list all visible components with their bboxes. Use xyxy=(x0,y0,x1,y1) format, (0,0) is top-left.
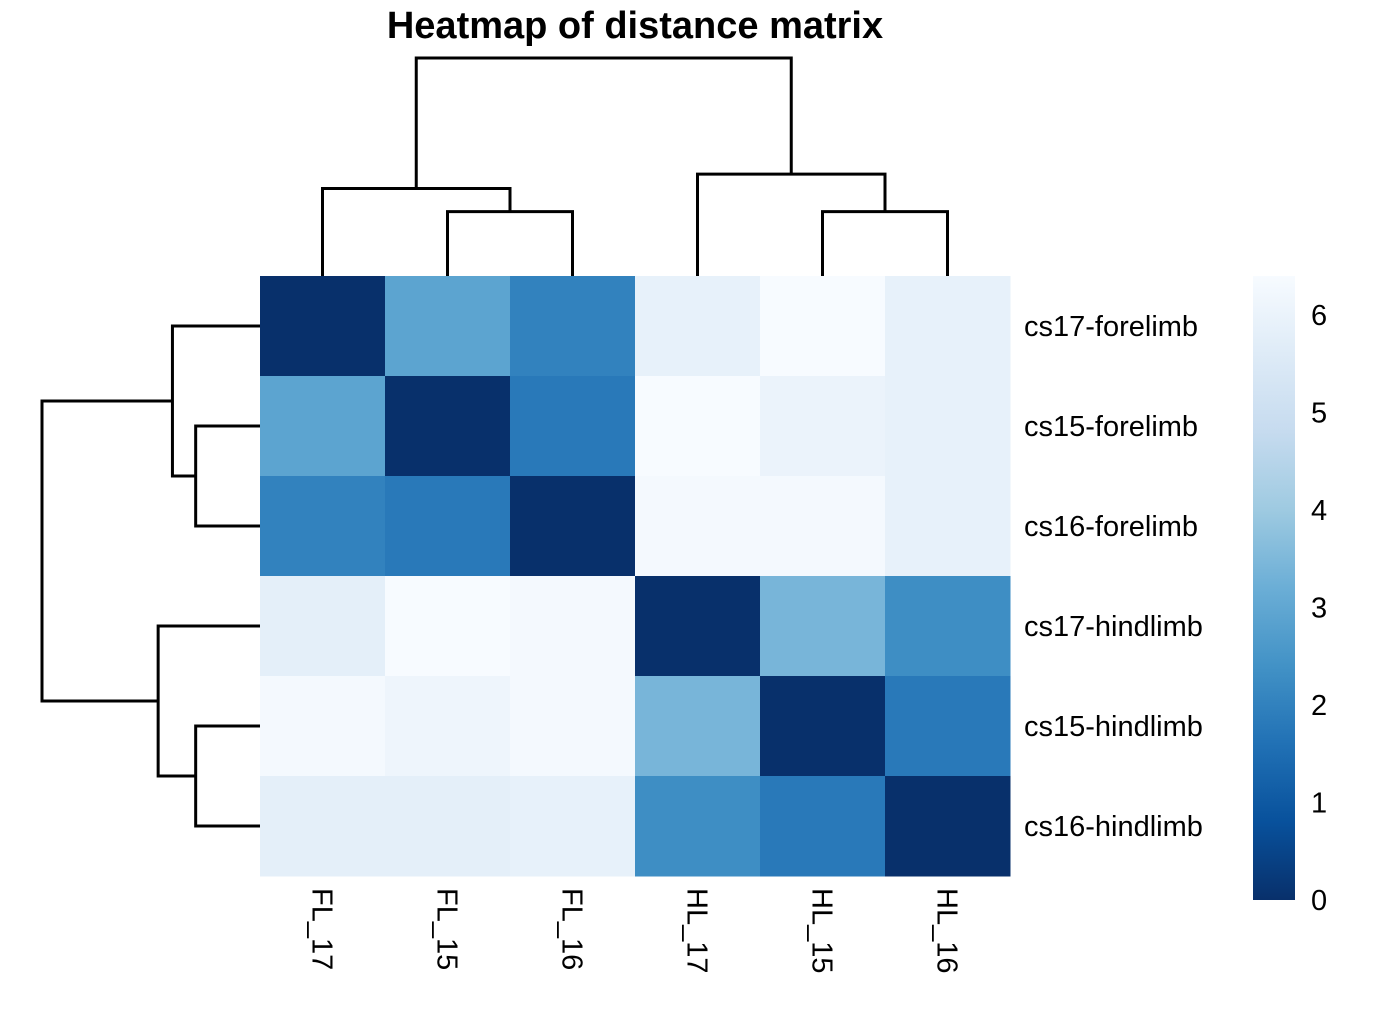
heatmap-cell xyxy=(385,476,511,577)
heatmap-cell xyxy=(635,476,761,577)
row-label: cs17-forelimb xyxy=(1024,311,1198,343)
heatmap-cell xyxy=(260,376,386,477)
heatmap-cell xyxy=(760,376,886,477)
dendrogram-branch xyxy=(170,324,260,478)
heatmap-cell xyxy=(635,776,761,877)
dendrogram-branch xyxy=(696,172,887,276)
heatmap-cell xyxy=(760,576,886,677)
heatmap-cell xyxy=(385,376,511,477)
heatmap-cell xyxy=(385,776,511,877)
row-label: cs17-hindlimb xyxy=(1024,611,1203,643)
heatmap-cell xyxy=(510,276,636,377)
heatmap-cell xyxy=(885,776,1011,877)
heatmap-cell xyxy=(260,476,386,577)
legend-tick-label: 0 xyxy=(1311,885,1327,917)
heatmap-cell xyxy=(760,776,886,877)
row-labels: cs17-forelimb cs15-forelimb cs16-forelimb c… xyxy=(1024,311,1203,843)
heatmap-cell xyxy=(510,676,636,777)
column-label: FL_16 xyxy=(556,888,588,970)
dendrogram-branch xyxy=(194,724,260,828)
dendrogram-branch xyxy=(446,210,574,276)
column-label: HL_17 xyxy=(681,888,713,973)
column-label: HL_16 xyxy=(931,888,963,973)
column-labels: FL_17 FL_15 FL_16 HL_17 HL_15 HL_16 xyxy=(306,888,963,973)
color-legend: 0 1 2 3 4 5 6 xyxy=(1253,276,1327,917)
legend-tick-label: 4 xyxy=(1311,495,1327,527)
column-label: HL_15 xyxy=(806,888,838,973)
heatmap-cell xyxy=(885,276,1011,377)
heatmap-cell xyxy=(635,676,761,777)
heatmap-cell xyxy=(635,576,761,677)
heatmap-cell xyxy=(260,776,386,877)
heatmap-cell xyxy=(510,476,636,577)
heatmap-cell xyxy=(385,676,511,777)
legend-colorbar xyxy=(1253,276,1295,900)
heatmap-cell xyxy=(510,576,636,677)
heatmap-cell xyxy=(510,776,636,877)
heatmap-cell xyxy=(260,576,386,677)
dendrogram-branch xyxy=(321,186,512,276)
heatmap-cell xyxy=(885,476,1011,577)
heatmap-cell xyxy=(635,376,761,477)
dendrogram-branch xyxy=(821,210,949,276)
heatmap-cell xyxy=(885,576,1011,677)
heatmap-cell xyxy=(885,376,1011,477)
legend-tick-label: 3 xyxy=(1311,593,1327,625)
dendrogram-branch xyxy=(414,56,793,189)
heatmap-cell xyxy=(885,676,1011,777)
heatmap-cell xyxy=(760,476,886,577)
heatmap-cell xyxy=(260,676,386,777)
heatmap-cell xyxy=(385,576,511,677)
heatmap-cell xyxy=(760,276,886,377)
heatmap-cell xyxy=(635,276,761,377)
column-dendrogram xyxy=(321,56,949,276)
legend-tick-label: 6 xyxy=(1311,300,1327,332)
heatmap-cell xyxy=(260,276,386,377)
heatmap-cell xyxy=(385,276,511,377)
column-label: FL_17 xyxy=(306,888,338,970)
row-label: cs15-hindlimb xyxy=(1024,711,1203,743)
dendrogram-branch xyxy=(40,399,173,703)
dendrogram-branch xyxy=(156,624,260,778)
column-label: FL_15 xyxy=(431,888,463,970)
legend-tick-label: 1 xyxy=(1311,788,1327,820)
row-label: cs16-forelimb xyxy=(1024,511,1198,543)
dendrogram-branch xyxy=(194,424,260,528)
chart-title: Heatmap of distance matrix xyxy=(387,5,883,47)
heatmap-cell xyxy=(510,376,636,477)
heatmap-cells xyxy=(260,276,1011,877)
row-label: cs16-hindlimb xyxy=(1024,811,1203,843)
legend-tick-label: 2 xyxy=(1311,690,1327,722)
row-label: cs15-forelimb xyxy=(1024,411,1198,443)
row-dendrogram xyxy=(40,324,260,828)
heatmap-cell xyxy=(760,676,886,777)
legend-tick-label: 5 xyxy=(1311,398,1327,430)
